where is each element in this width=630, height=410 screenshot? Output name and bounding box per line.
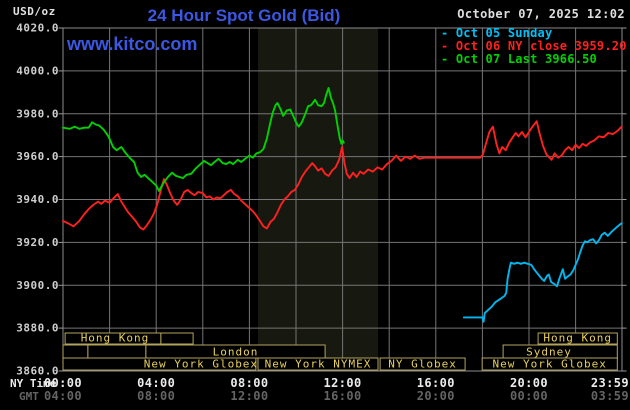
page-title: 24 Hour Spot Gold (Bid) [147,6,341,25]
x-axis-row-name-1: GMT [19,390,39,403]
x-tick-label-NY-Time-16:00: 16:00 [417,376,455,390]
y-tick-label-3940.0: 3940.0 [16,193,59,206]
session-label-hong-kong: Hong Kong [81,332,150,345]
y-tick-label-3880.0: 3880.0 [16,322,59,335]
legend-item-0: - Oct 05 Sunday [441,26,553,40]
x-axis-row-name-0: NY Time [10,377,57,390]
session-label-ny-globex: NY Globex [388,358,457,371]
y-tick-label-3900.0: 3900.0 [16,279,59,292]
session-label-sydney: Sydney [526,346,572,359]
session-box-new-york-globex [62,357,257,371]
session-label-london: London [213,346,259,359]
x-tick-label-GMT-16:00: 16:00 [324,389,362,403]
session-label-new-york-globex: New York Globex [493,358,607,371]
x-tick-label-GMT-08:00: 08:00 [137,389,175,403]
legend-item-1: - Oct 06 NY close 3959.20 [441,39,627,53]
legend: - Oct 05 Sunday - Oct 06 NY close 3959.20… [441,27,627,66]
session-label-new-york-globex: New York Globex [144,358,258,371]
y-tick-label-4000.0: 4000.0 [16,64,59,77]
y-tick-label-3920.0: 3920.0 [16,236,59,249]
x-tick-label-NY-Time-08:00: 08:00 [230,376,268,390]
x-tick-label-NY-Time-23:59: 23:59 [591,376,629,390]
x-tick-label-GMT-03:59: 03:59 [591,389,629,403]
session-label-new-york-nymex: New York NYMEX [265,358,372,371]
session-box-unlabeled [160,332,194,345]
x-tick-label-NY-Time-00:00: 00:00 [44,376,82,390]
x-tick-label-GMT-04:00: 04:00 [44,389,82,403]
series-line-oct-06 [62,120,623,231]
x-tick-label-GMT-00:00: 00:00 [510,389,548,403]
session-box-unlabeled [62,344,89,359]
session-box-ny-globex [379,357,466,371]
x-tick-label-GMT-12:00: 12:00 [230,389,268,403]
y-axis-unit-label: USD/oz [13,5,56,18]
legend-item-2: - Oct 07 Last 3966.50 [441,52,597,66]
x-tick-label-NY-Time-20:00: 20:00 [510,376,548,390]
x-tick-label-NY-Time-12:00: 12:00 [324,376,362,390]
series-line-oct-05-sunday [462,222,623,323]
y-tick-label-3960.0: 3960.0 [16,150,59,163]
y-tick-label-4020.0: 4020.0 [16,22,59,35]
series-line-oct-07 [62,87,345,192]
session-box-new-york-globex [481,357,618,371]
y-tick-label-3980.0: 3980.0 [16,107,59,120]
chart-timestamp: October 07, 2025 12:02 [457,7,625,21]
x-tick-label-NY-Time-04:00: 04:00 [137,376,175,390]
session-box-new-york-nymex [257,357,379,371]
x-tick-label-GMT-20:00: 20:00 [417,389,455,403]
session-box-hong-kong [537,332,618,345]
session-box-unlabeled [87,344,147,359]
kitco-watermark-link[interactable]: www.kitco.com [67,34,198,54]
y-tick-label-3860.0: 3860.0 [16,365,59,378]
session-label-hong-kong: Hong Kong [543,332,612,345]
